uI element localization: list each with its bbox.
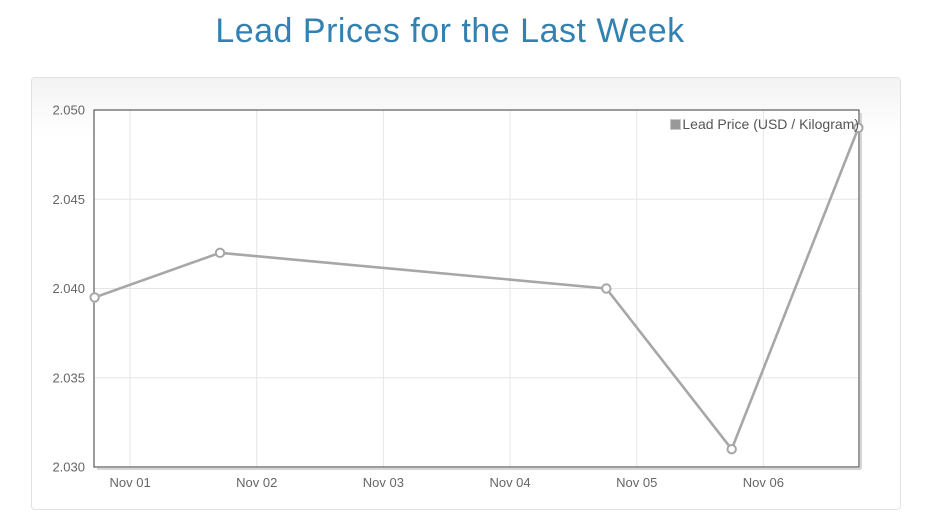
x-axis-tick-label: Nov 06 bbox=[743, 475, 784, 490]
x-axis-tick-label: Nov 04 bbox=[489, 475, 530, 490]
chart-legend: Lead Price (USD / Kilogram) bbox=[670, 116, 859, 132]
x-axis-tick-label: Nov 03 bbox=[363, 475, 404, 490]
data-point-marker bbox=[214, 247, 226, 259]
data-point-marker bbox=[89, 292, 100, 303]
data-point-marker bbox=[601, 283, 612, 294]
data-point-marker bbox=[726, 443, 737, 455]
y-axis-tick-label: 2.040 bbox=[52, 281, 85, 296]
legend-label: Lead Price (USD / Kilogram) bbox=[682, 116, 859, 132]
y-axis-tick-label: 2.030 bbox=[52, 460, 85, 475]
y-axis-tick-label: 2.050 bbox=[52, 103, 85, 118]
plot-border bbox=[93, 109, 860, 468]
x-axis-tick-label: Nov 02 bbox=[236, 475, 277, 490]
x-axis-tick-label: Nov 05 bbox=[616, 475, 657, 490]
legend-swatch-icon bbox=[670, 118, 682, 130]
y-axis-tick-label: 2.045 bbox=[52, 192, 85, 207]
x-axis-tick-label: Nov 01 bbox=[109, 475, 150, 490]
chart-panel: 2.030 2.035 2.040 2.045 2.050 Nov 01 Nov 02 Nov… bbox=[31, 77, 901, 510]
data-point-marker bbox=[853, 122, 864, 134]
lead-price-line-chart: 2.030 2.035 2.040 2.045 2.050 Nov 01 Nov 02 Nov… bbox=[52, 103, 864, 490]
page-title: Lead Prices for the Last Week bbox=[215, 12, 685, 50]
y-axis-tick-label: 2.035 bbox=[52, 370, 85, 385]
